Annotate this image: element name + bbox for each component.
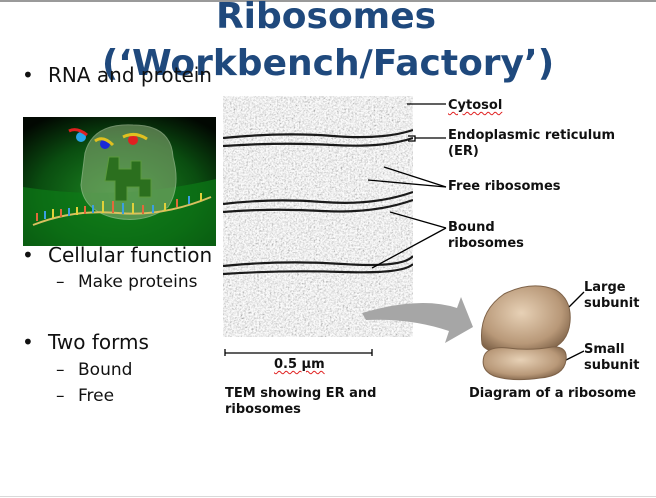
copyright-fine-print: . (224, 408, 225, 413)
sub-bullet-dash: – (56, 272, 65, 292)
top-border-line (0, 0, 656, 2)
bottom-border-line (0, 496, 656, 497)
label-cytosol: Cytosol (448, 98, 503, 113)
slide-title-line2: (‘Workbench/Factory’) (101, 43, 555, 84)
caption-tem: TEM showing ER and ribosomes (225, 386, 376, 418)
caption-diagram: Diagram of a ribosome (469, 386, 637, 401)
small-subunit-shape (482, 346, 567, 381)
label-small-line2: subunit (584, 358, 640, 373)
caption-tem-line2: ribosomes (225, 402, 301, 417)
label-er-line1: Endoplasmic reticulum (448, 128, 615, 143)
free-ribosome-leader-line-2 (367, 179, 447, 188)
er-leader-line (408, 135, 446, 142)
label-large-subunit: Large subunit (584, 280, 639, 312)
sub-bullet-text: Bound (78, 360, 133, 380)
label-free-ribosomes: Free ribosomes (448, 179, 561, 194)
bullet-dot: • (22, 243, 34, 267)
ribosome-model-image (23, 117, 216, 246)
label-er: Endoplasmic reticulum (ER) (448, 128, 615, 160)
label-large-line1: Large (584, 280, 626, 295)
sub-bullet-dash: – (56, 360, 65, 380)
sub-bullet-bound: – Bound (56, 359, 132, 381)
label-small-line1: Small (584, 342, 625, 357)
bullet-dot: • (22, 63, 34, 87)
sub-bullet-text: Make proteins (78, 272, 198, 292)
large-subunit-shape (480, 285, 571, 355)
label-large-line2: subunit (584, 296, 640, 311)
label-bound-ribosomes: Bound ribosomes (448, 220, 524, 252)
bullet-rna-protein: • RNA and protein (22, 63, 212, 87)
bullet-text: RNA and protein (48, 63, 212, 87)
pointer-arrow (362, 297, 473, 343)
bullet-two-forms: • Two forms (22, 330, 149, 354)
label-small-subunit: Small subunit (584, 342, 639, 374)
scale-bar-label: 0.5 µm (274, 357, 325, 372)
bullet-cellular-function: • Cellular function (22, 243, 212, 267)
label-bound-line1: Bound (448, 220, 495, 235)
label-bound-line2: ribosomes (448, 236, 524, 251)
bound-ribosome-leader-line-2 (371, 227, 447, 269)
bullet-text: Cellular function (48, 243, 213, 267)
label-er-line2: (ER) (448, 144, 479, 159)
slide-title-line1: Ribosomes (215, 0, 437, 37)
tem-micrograph (223, 96, 413, 337)
sub-bullet-free: – Free (56, 385, 114, 407)
caption-tem-line1: TEM showing ER and (225, 386, 377, 401)
bullet-text: Two forms (48, 330, 149, 354)
bound-ribosome-leader-line-1 (389, 211, 447, 229)
free-ribosome-leader-line-1 (383, 166, 447, 188)
sub-bullet-make-proteins: – Make proteins (56, 271, 197, 293)
sub-bullet-text: Free (78, 386, 115, 406)
scale-bar (224, 349, 373, 356)
sub-bullet-dash: – (56, 386, 65, 406)
bullet-dot: • (22, 330, 34, 354)
